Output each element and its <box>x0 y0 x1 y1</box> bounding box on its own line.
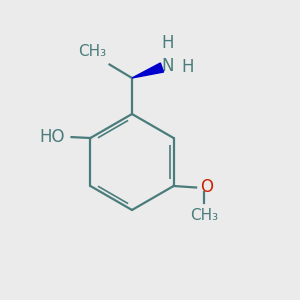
Text: H: H <box>161 34 174 52</box>
Text: H: H <box>181 58 194 76</box>
Text: N: N <box>161 57 174 75</box>
Text: HO: HO <box>39 128 65 146</box>
Text: CH₃: CH₃ <box>78 44 106 59</box>
Polygon shape <box>132 63 164 78</box>
Text: O: O <box>201 178 214 196</box>
Text: CH₃: CH₃ <box>190 208 218 224</box>
